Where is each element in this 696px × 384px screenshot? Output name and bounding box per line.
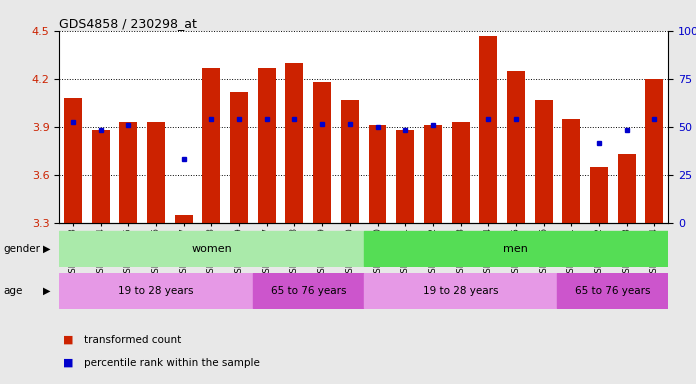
Bar bbox=[452, 122, 470, 223]
Bar bbox=[285, 63, 303, 223]
Text: ▶: ▶ bbox=[43, 286, 51, 296]
Bar bbox=[480, 36, 497, 223]
Text: 65 to 76 years: 65 to 76 years bbox=[575, 286, 651, 296]
Text: 65 to 76 years: 65 to 76 years bbox=[271, 286, 346, 296]
Text: percentile rank within the sample: percentile rank within the sample bbox=[84, 358, 260, 368]
FancyBboxPatch shape bbox=[253, 273, 364, 308]
Bar bbox=[617, 154, 635, 223]
FancyBboxPatch shape bbox=[59, 231, 364, 266]
Text: ■: ■ bbox=[63, 358, 73, 368]
Bar bbox=[562, 119, 580, 223]
Bar bbox=[424, 125, 442, 223]
Bar bbox=[120, 122, 137, 223]
FancyBboxPatch shape bbox=[364, 273, 557, 308]
Text: transformed count: transformed count bbox=[84, 335, 181, 345]
Bar bbox=[230, 91, 248, 223]
Bar bbox=[396, 130, 414, 223]
Text: ▶: ▶ bbox=[43, 244, 51, 254]
Text: age: age bbox=[3, 286, 23, 296]
Text: 19 to 28 years: 19 to 28 years bbox=[118, 286, 193, 296]
Bar bbox=[313, 82, 331, 223]
Bar bbox=[645, 79, 663, 223]
Bar bbox=[507, 71, 525, 223]
Bar bbox=[258, 68, 276, 223]
Bar bbox=[590, 167, 608, 223]
FancyBboxPatch shape bbox=[59, 273, 253, 308]
Bar bbox=[203, 68, 221, 223]
Text: women: women bbox=[191, 243, 232, 254]
Bar bbox=[341, 99, 359, 223]
Text: 19 to 28 years: 19 to 28 years bbox=[422, 286, 498, 296]
Text: GDS4858 / 230298_at: GDS4858 / 230298_at bbox=[59, 17, 197, 30]
Bar bbox=[64, 98, 82, 223]
Bar bbox=[92, 130, 110, 223]
Bar bbox=[175, 215, 193, 223]
Bar bbox=[368, 125, 386, 223]
Bar bbox=[147, 122, 165, 223]
FancyBboxPatch shape bbox=[557, 273, 668, 308]
Bar bbox=[535, 99, 553, 223]
Text: men: men bbox=[503, 243, 528, 254]
FancyBboxPatch shape bbox=[364, 231, 668, 266]
Text: ■: ■ bbox=[63, 335, 73, 345]
Text: gender: gender bbox=[3, 244, 40, 254]
